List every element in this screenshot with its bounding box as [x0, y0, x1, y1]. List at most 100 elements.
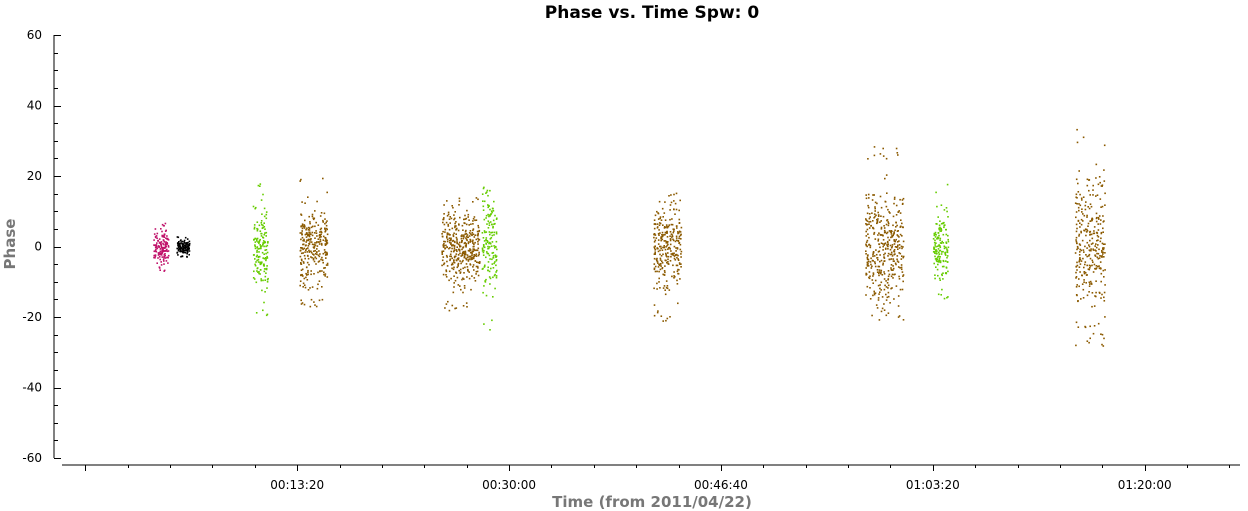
data-point	[880, 289, 882, 291]
data-point	[184, 236, 187, 239]
data-point	[1079, 226, 1081, 228]
data-point	[186, 249, 189, 252]
data-point	[301, 259, 303, 262]
data-point	[893, 232, 895, 235]
data-point	[883, 288, 886, 291]
data-point	[161, 249, 164, 251]
data-point	[181, 250, 183, 252]
data-point	[300, 263, 302, 265]
data-point	[676, 283, 679, 285]
data-point	[299, 250, 302, 252]
data-point	[1084, 204, 1087, 207]
data-point	[678, 209, 680, 212]
data-point	[472, 264, 475, 266]
data-point	[672, 239, 675, 242]
data-point	[266, 257, 269, 259]
data-point	[1075, 236, 1078, 239]
data-point	[879, 272, 882, 274]
data-point	[305, 266, 308, 269]
data-point	[867, 193, 870, 196]
data-point	[495, 240, 498, 243]
data-point	[177, 236, 180, 239]
data-point	[490, 213, 492, 216]
data-point	[260, 235, 263, 237]
data-point	[874, 207, 876, 210]
data-point	[263, 253, 265, 255]
data-point	[675, 247, 677, 249]
data-point	[943, 226, 945, 229]
data-point	[1079, 251, 1081, 253]
data-point	[887, 221, 889, 223]
data-point	[882, 262, 884, 265]
data-point	[1085, 282, 1087, 284]
data-point	[303, 254, 306, 257]
data-point	[1098, 267, 1101, 269]
data-point	[254, 264, 257, 267]
data-point	[934, 233, 937, 236]
data-point	[678, 232, 680, 234]
data-point	[457, 258, 460, 261]
data-point	[489, 242, 492, 245]
data-point	[1097, 265, 1099, 268]
data-point	[872, 294, 874, 297]
data-point	[322, 235, 325, 238]
data-point	[875, 304, 878, 306]
data-point	[478, 262, 481, 264]
data-point	[258, 247, 260, 250]
data-point	[869, 275, 871, 277]
data-point	[887, 270, 890, 272]
data-point	[454, 241, 456, 244]
data-point	[660, 236, 663, 238]
data-point	[495, 246, 497, 248]
data-point	[892, 234, 894, 237]
data-point	[325, 257, 327, 259]
data-point	[459, 268, 462, 271]
data-point	[441, 264, 443, 267]
data-point	[310, 256, 312, 258]
chart-title: Phase vs. Time Spw: 0	[545, 3, 760, 23]
data-point	[895, 204, 898, 207]
data-point	[463, 285, 466, 287]
data-point	[467, 242, 470, 245]
data-point	[883, 253, 885, 256]
data-point	[483, 285, 485, 287]
data-point	[653, 241, 656, 243]
data-point	[887, 291, 890, 294]
data-point	[658, 277, 660, 280]
data-point	[313, 260, 316, 263]
data-point	[324, 230, 326, 233]
data-point	[473, 254, 475, 256]
data-point	[936, 205, 938, 208]
data-point	[933, 241, 936, 244]
data-point	[161, 223, 164, 226]
data-point	[301, 268, 304, 271]
data-point	[263, 245, 265, 248]
data-point	[324, 251, 327, 253]
data-point	[450, 264, 453, 266]
data-point	[453, 259, 455, 262]
data-point	[264, 291, 266, 293]
data-point	[875, 214, 877, 217]
data-point	[890, 231, 892, 233]
data-point	[876, 222, 878, 225]
data-point	[159, 253, 161, 256]
data-point	[892, 215, 895, 218]
data-point	[1097, 244, 1099, 246]
data-point	[162, 250, 165, 253]
data-point	[1093, 230, 1095, 232]
data-point	[307, 247, 309, 249]
data-point	[672, 264, 674, 267]
data-point	[443, 217, 445, 219]
data-point	[877, 265, 880, 268]
data-point	[453, 282, 455, 284]
data-point	[673, 255, 676, 257]
data-point	[468, 258, 471, 260]
data-point	[876, 219, 879, 222]
data-point	[489, 238, 492, 240]
data-point	[306, 232, 308, 234]
data-point	[491, 252, 494, 254]
data-point	[662, 234, 664, 236]
data-point	[1095, 220, 1098, 223]
data-point	[1076, 269, 1078, 271]
data-point	[494, 247, 496, 249]
